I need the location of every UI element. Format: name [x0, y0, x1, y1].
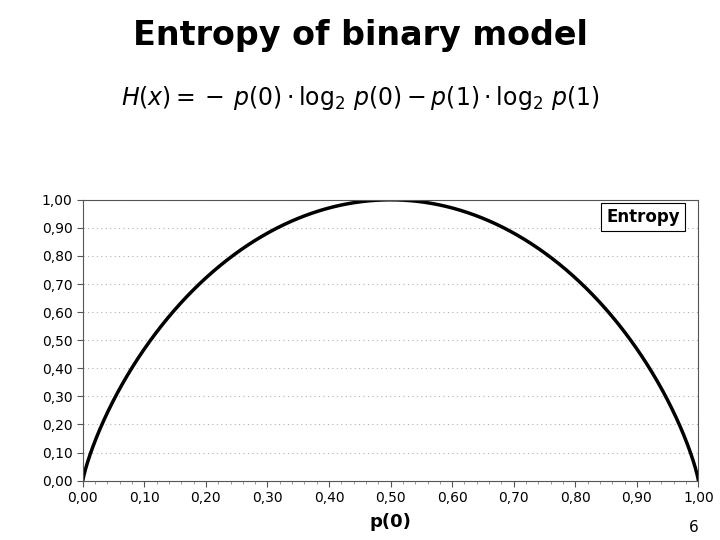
- Text: 6: 6: [688, 519, 698, 535]
- Text: Entropy: Entropy: [606, 208, 680, 226]
- Text: Entropy of binary model: Entropy of binary model: [132, 19, 588, 52]
- X-axis label: p(0): p(0): [369, 514, 412, 531]
- Text: $H(x) = -\,p(0)\cdot\log_2\,p(0) - p(1)\cdot\log_2\,p(1)$: $H(x) = -\,p(0)\cdot\log_2\,p(0) - p(1)\…: [121, 84, 599, 112]
